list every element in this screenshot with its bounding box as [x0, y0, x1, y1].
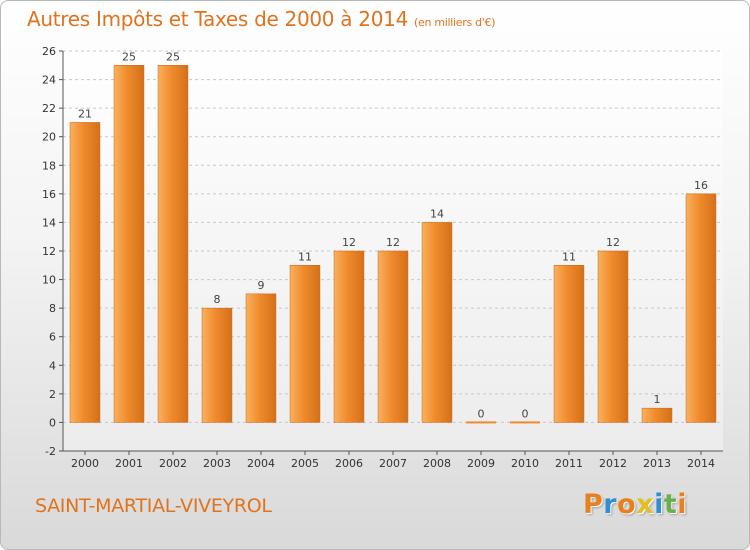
- data-label-2009: 0: [478, 407, 485, 420]
- logo-letter: r: [603, 489, 618, 520]
- chart-title: Autres Impôts et Taxes de 2000 à 2014 (en…: [27, 7, 495, 31]
- data-label-2012: 12: [606, 236, 620, 249]
- x-tick-label-2004: 2004: [247, 457, 275, 470]
- bar-2003: [201, 307, 233, 423]
- x-tick-label-2007: 2007: [379, 457, 407, 470]
- data-label-2013: 1: [654, 393, 661, 406]
- bar-2000: [69, 122, 101, 423]
- bars: [69, 65, 717, 424]
- y-tick-label: 20: [42, 131, 56, 144]
- chart-title-unit: (en milliers d'€): [414, 16, 496, 29]
- bar-2008: [421, 222, 453, 423]
- y-tick-label: 2: [49, 388, 56, 401]
- data-label-2005: 11: [298, 250, 312, 263]
- y-tick-label: 4: [49, 359, 56, 372]
- bar-2004: [245, 293, 277, 423]
- bar-2001: [113, 65, 145, 423]
- logo-letter: P: [583, 489, 604, 520]
- proxiti-logo: Proxiti: [583, 489, 687, 520]
- logo-letter: i: [677, 489, 688, 520]
- data-label-2001: 25: [122, 50, 136, 63]
- bar-2005: [289, 265, 321, 423]
- bar-2011: [553, 265, 585, 423]
- x-tick-labels: 2000 2001 2002 2003 2004 2005 2006 2007 2008 2009…: [71, 457, 715, 470]
- logo-letter: i: [654, 489, 664, 520]
- y-tick-label: 18: [42, 159, 56, 172]
- x-tick-label-2003: 2003: [203, 457, 231, 470]
- data-label-2008: 14: [430, 207, 444, 220]
- bar-2013: [641, 407, 673, 423]
- x-tick-label-2006: 2006: [335, 457, 363, 470]
- y-tick-label: 6: [49, 331, 56, 344]
- bar-2012: [597, 250, 629, 423]
- logo-letter: o: [617, 489, 637, 520]
- x-tick-label-2000: 2000: [71, 457, 99, 470]
- data-label-2010: 0: [522, 407, 529, 420]
- x-tick-label-2010: 2010: [511, 457, 539, 470]
- data-label-2014: 16: [694, 179, 708, 192]
- y-tick-label: -2: [45, 445, 56, 458]
- y-tick-label: 16: [42, 188, 56, 201]
- data-label-2003: 8: [214, 293, 221, 306]
- data-label-2004: 9: [258, 279, 265, 292]
- chart-title-text: Autres Impôts et Taxes de 2000 à 2014: [27, 7, 408, 31]
- x-tick-label-2002: 2002: [159, 457, 187, 470]
- commune-name: SAINT-MARTIAL-VIVEYROL: [35, 495, 272, 517]
- data-label-2002: 25: [166, 50, 180, 63]
- x-tick-label-2014: 2014: [687, 457, 715, 470]
- y-tick-label: 8: [49, 302, 56, 315]
- data-label-2000: 21: [78, 107, 92, 120]
- y-tick-label: 26: [42, 45, 56, 58]
- x-tick-label-2005: 2005: [291, 457, 319, 470]
- bar-2002: [157, 65, 189, 423]
- x-tick-label-2001: 2001: [115, 457, 143, 470]
- y-tick-label: 22: [42, 102, 56, 115]
- bar-2014: [685, 193, 717, 423]
- y-tick-label: 12: [42, 245, 56, 258]
- axes: [59, 50, 723, 455]
- logo-letter: t: [663, 489, 678, 520]
- data-label-2007: 12: [386, 236, 400, 249]
- x-tick-label-2009: 2009: [467, 457, 495, 470]
- x-tick-label-2013: 2013: [643, 457, 671, 470]
- y-tick-label: 14: [42, 216, 56, 229]
- bar-2010: [510, 421, 540, 424]
- data-label-2006: 12: [342, 236, 356, 249]
- data-label-2011: 11: [562, 250, 576, 263]
- bar-2006: [333, 250, 365, 423]
- bar-2007: [377, 250, 409, 423]
- x-tick-label-2012: 2012: [599, 457, 627, 470]
- x-tick-label-2008: 2008: [423, 457, 451, 470]
- logo-letter: x: [636, 489, 655, 520]
- y-tick-label: 0: [49, 416, 56, 429]
- bar-2009: [466, 421, 496, 424]
- x-tick-label-2011: 2011: [555, 457, 583, 470]
- y-tick-label: 10: [42, 274, 56, 287]
- y-tick-label: 24: [42, 74, 56, 87]
- data-labels: 21 25 25 8 9 11 12 12 14 0 0 11 12 1 16: [78, 50, 708, 420]
